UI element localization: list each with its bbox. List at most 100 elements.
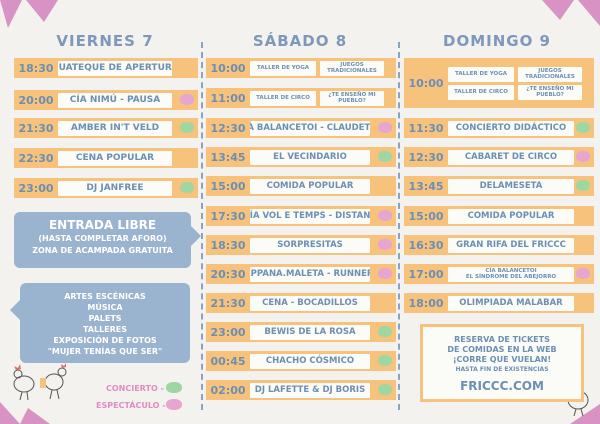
promo-url-link[interactable]: FRICCC.COM [460, 379, 544, 393]
activity-item: MÚSICA [87, 303, 123, 312]
event-time: 13:45 [408, 179, 444, 193]
espectaculo-marker-icon [378, 210, 392, 221]
event-time: 18:30 [18, 61, 54, 75]
activities-arrow-icon [10, 300, 20, 320]
event-title: GRAN RIFA DEL FRICCC [448, 237, 574, 253]
event-time: 20:30 [210, 267, 246, 281]
schedule-row: 21:30 AMBER IN'T VELD [14, 118, 198, 138]
workshop-row: 11:00 TALLER DE CIRCO ¿TE ENSEÑO MI PUEBLO… [206, 88, 396, 108]
concierto-marker-icon [378, 151, 392, 162]
event-time: 11:30 [408, 121, 444, 135]
espectaculo-marker-icon [180, 94, 194, 105]
event-time: 21:30 [210, 296, 246, 310]
divider-right [398, 42, 400, 410]
concierto-marker-icon [378, 384, 392, 395]
workshop-title: ¿TE ENSEÑO MI PUEBLO? [518, 84, 582, 100]
promo-line3: ¡CORRE QUE VUELAN! [452, 355, 552, 364]
event-time: 22:30 [18, 151, 54, 165]
event-title: OLIMPIADA MALABAR [448, 295, 574, 311]
event-time: 15:00 [210, 179, 246, 193]
workshop-row: 10:00 TALLER DE YOGA JUEGOS TRADICIONALES T… [404, 58, 594, 108]
bunting-top-left-icon [0, 0, 58, 28]
event-time: 02:00 [210, 383, 246, 397]
activities-box: ARTES ESCÉNICAS MÚSICA PALETS TALLERES E… [20, 283, 190, 363]
event-title: AMBER IN'T VELD [58, 120, 172, 136]
event-time: 10:00 [210, 61, 246, 75]
schedule-row: 23:00 DJ JANFREE [14, 178, 198, 198]
bunting-bottom-left-icon [0, 402, 50, 424]
workshop-title: ¿TE ENSEÑO MI PUEBLO? [320, 90, 384, 106]
event-time: 12:30 [408, 150, 444, 164]
entrada-title: ENTRADA LIBRE [48, 218, 157, 232]
event-time: 20:00 [18, 93, 54, 107]
event-time: 21:30 [18, 121, 54, 135]
concierto-marker-icon [180, 182, 194, 193]
promo-line1: RESERVA DE TICKETS [454, 335, 550, 344]
legend-espectaculo-dot [166, 399, 182, 410]
activity-item: ARTES ESCÉNICAS [64, 292, 146, 301]
workshop-title: TALLER DE CIRCO [250, 90, 316, 106]
event-time: 13:45 [210, 150, 246, 164]
entrada-line1: (HASTA COMPLETAR AFORO) [38, 234, 167, 243]
workshop-title: TALLER DE YOGA [448, 66, 514, 82]
promo-line4: HASTA FIN DE EXISTENCIAS [455, 366, 549, 373]
espectaculo-marker-icon [378, 122, 392, 133]
schedule-row: 23:00 BEWIS DE LA ROSA [206, 322, 396, 342]
schedule-row: 12:30 CIÀ BALANCETOI - CLAUDETTE [206, 118, 396, 138]
day-header-viernes: VIERNES 7 [56, 32, 154, 50]
concierto-marker-icon [576, 122, 590, 133]
event-time: 18:30 [210, 238, 246, 252]
legend-concierto-dot [166, 382, 182, 393]
day-header-sabado: SÁBADO 8 [252, 32, 348, 50]
event-title: COMIDA POPULAR [448, 208, 574, 224]
schedule-row: 21:30 CENA - BOCADILLOS [206, 293, 396, 313]
workshop-title: JUEGOS TRADICIONALES [320, 60, 384, 76]
espectaculo-marker-icon [576, 268, 590, 279]
event-title: DJ LAFETTE & DJ BORIS [250, 382, 370, 398]
bunting-bottom-right-icon [570, 404, 600, 424]
schedule-row: 02:00 DJ LAFETTE & DJ BORIS [206, 380, 396, 400]
event-title: HIPPANA.MALETA - RUNNERS [250, 266, 370, 282]
schedule-row: 12:30 CABARET DE CIRCO [404, 147, 594, 167]
schedule-row: 15:00 COMIDA POPULAR [404, 206, 594, 226]
concierto-marker-icon [378, 355, 392, 366]
event-title: DELAMESETA [448, 178, 574, 194]
event-title: COMIDA POPULAR [250, 178, 370, 194]
promo-line2: DE COMIDAS EN LA WEB [447, 345, 557, 354]
schedule-row: 18:30 GUATEQUE DE APERTURA [14, 58, 198, 78]
event-time: 18:00 [408, 296, 444, 310]
schedule-row: 22:30 CENA POPULAR [14, 148, 198, 168]
event-title: DJ JANFREE [58, 180, 172, 196]
schedule-row: 11:30 CONCIERTO DIDÁCTICO [404, 118, 594, 138]
event-title: CENA POPULAR [58, 150, 172, 166]
event-title: CÍA BALANCETOI EL SÍNDROME DEL ABEJORRO [448, 266, 574, 282]
event-time: 15:00 [408, 209, 444, 223]
workshop-title: TALLER DE YOGA [250, 60, 316, 76]
schedule-row: 16:30 GRAN RIFA DEL FRICCC [404, 235, 594, 255]
event-title: CONCIERTO DIDÁCTICO [448, 120, 574, 136]
schedule-row: 17:30 CÍA VOL E TEMPS - DISTANS [206, 206, 396, 226]
event-title: SORPRESITAS [250, 237, 370, 253]
schedule-row: 18:30 SORPRESITAS [206, 235, 396, 255]
event-title: GUATEQUE DE APERTURA [58, 60, 172, 76]
schedule-row: 15:00 COMIDA POPULAR [206, 176, 396, 196]
event-title: CÍA VOL E TEMPS - DISTANS [250, 208, 370, 224]
event-time: 16:30 [408, 238, 444, 252]
schedule-row: 00:45 CHACHO CÓSMICO [206, 351, 396, 371]
event-time: 10:00 [408, 76, 444, 90]
entrada-line2: ZONA DE ACAMPADA GRATUITA [32, 246, 173, 255]
event-title: CIÀ BALANCETOI - CLAUDETTE [250, 120, 370, 136]
event-title: EL VECINDARIO [250, 149, 370, 165]
entrada-libre-box: ENTRADA LIBRE (HASTA COMPLETAR AFORO) ZO… [14, 212, 191, 268]
schedule-row: 13:45 DELAMESETA [404, 176, 594, 196]
schedule-row: 20:30 HIPPANA.MALETA - RUNNERS [206, 264, 396, 284]
espectaculo-marker-icon [378, 239, 392, 250]
event-title: CÍA NIMÚ - PAUSA [58, 92, 172, 108]
event-time: 23:00 [210, 325, 246, 339]
legend-concierto-label: CONCIERTO - [106, 384, 164, 393]
activity-item: EXPOSICIÓN DE FOTOS [53, 336, 157, 345]
event-time: 11:00 [210, 91, 246, 105]
tickets-promo-box: RESERVA DE TICKETS DE COMIDAS EN LA WEB … [420, 324, 584, 402]
workshop-title: TALLER DE CIRCO [448, 84, 514, 100]
legend-espectaculo-label: ESPECTÁCULO - [96, 401, 166, 410]
